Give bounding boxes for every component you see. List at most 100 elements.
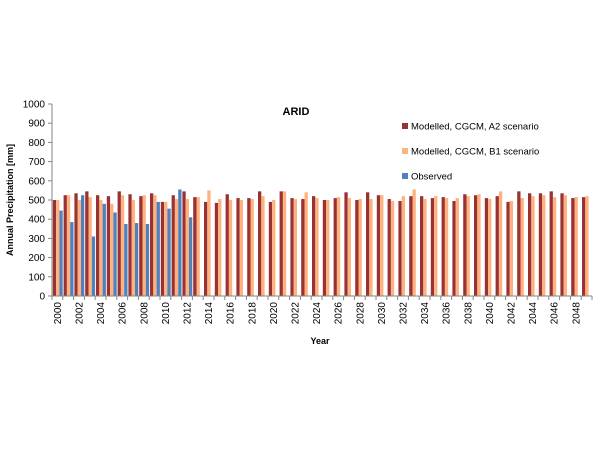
bar-a2: [96, 195, 100, 296]
bar-a2: [160, 201, 165, 296]
bar-a2: [484, 198, 489, 296]
bar-b1: [142, 195, 146, 296]
bar-observed: [81, 195, 85, 296]
bar-b1: [250, 199, 254, 296]
bar-a2: [452, 200, 456, 296]
bar-a2: [150, 193, 154, 296]
bar-observed: [135, 223, 139, 296]
bar-b1: [380, 195, 384, 296]
bar-observed: [189, 217, 193, 296]
bar-b1: [455, 198, 459, 296]
bar-a2: [247, 198, 251, 296]
bar-a2: [506, 201, 510, 296]
bar-b1: [77, 200, 81, 296]
bar-b1: [336, 197, 341, 296]
bar-b1: [369, 199, 373, 296]
bar-b1: [390, 200, 395, 296]
bar-b1: [304, 192, 308, 296]
bar-series: [52, 189, 589, 296]
bar-a2: [409, 196, 413, 296]
x-tick-label: 2030: [377, 302, 388, 325]
bar-b1: [153, 195, 157, 296]
bar-a2: [139, 196, 143, 296]
bar-observed: [59, 210, 63, 296]
bar-a2: [128, 194, 132, 296]
legend-swatch: [402, 173, 408, 179]
bar-a2: [74, 193, 78, 296]
x-tick-label: 2040: [485, 302, 496, 325]
x-tick-label: 2042: [507, 302, 518, 325]
bar-observed: [145, 224, 150, 296]
bar-b1: [164, 201, 168, 296]
x-tick-label: 2032: [399, 302, 410, 325]
bar-a2: [582, 197, 586, 296]
bar-a2: [182, 191, 186, 296]
x-tick-label: 2000: [53, 302, 64, 325]
bar-observed: [124, 224, 128, 296]
x-tick-label: 2024: [312, 302, 323, 325]
bar-b1: [585, 196, 589, 296]
x-tick-label: 2046: [550, 302, 561, 325]
bar-a2: [430, 198, 435, 296]
bar-b1: [218, 199, 222, 296]
bar-a2: [474, 195, 478, 296]
bar-b1: [293, 199, 297, 296]
x-tick-label: 2048: [571, 302, 582, 325]
bar-a2: [193, 197, 197, 296]
bar-a2: [312, 196, 316, 296]
bar-a2: [517, 191, 521, 296]
legend-label: Modelled, CGCM, A2 scenario: [411, 122, 539, 133]
bar-b1: [509, 200, 513, 296]
bar-a2: [538, 193, 543, 296]
bar-a2: [398, 200, 402, 296]
y-tick-label: 300: [28, 234, 45, 245]
chart-title: ARID: [283, 106, 310, 118]
bar-a2: [322, 200, 327, 296]
bar-b1: [66, 195, 71, 296]
bar-a2: [106, 196, 111, 296]
bar-a2: [333, 198, 337, 296]
bar-a2: [117, 191, 121, 296]
bar-a2: [214, 202, 219, 296]
bar-b1: [531, 196, 535, 296]
x-tick-label: 2012: [183, 302, 194, 325]
x-tick-label: 2008: [139, 302, 150, 325]
y-tick-label: 600: [28, 176, 45, 187]
x-tick-label: 2044: [528, 302, 539, 325]
bar-a2: [290, 198, 294, 296]
legend-label: Modelled, CGCM, B1 scenario: [411, 147, 539, 158]
bar-b1: [174, 199, 179, 296]
x-tick-label: 2016: [226, 302, 237, 325]
bar-b1: [466, 196, 470, 296]
x-tick-label: 2006: [118, 302, 129, 325]
bar-b1: [185, 199, 189, 296]
bar-b1: [120, 195, 125, 296]
legend-swatch: [402, 123, 408, 129]
bar-observed: [113, 212, 117, 296]
x-tick-label: 2004: [96, 302, 107, 325]
bar-a2: [528, 193, 532, 296]
bar-b1: [347, 198, 351, 296]
bar-b1: [239, 200, 243, 296]
bar-b1: [207, 190, 211, 296]
bar-b1: [228, 200, 233, 296]
bar-b1: [520, 198, 524, 296]
bar-a2: [236, 198, 240, 296]
bar-b1: [488, 199, 492, 296]
bar-b1: [574, 197, 578, 296]
bar-a2: [376, 195, 381, 296]
bar-a2: [420, 196, 424, 296]
y-tick-label: 1000: [23, 100, 46, 111]
bar-b1: [99, 200, 103, 296]
bar-b1: [88, 197, 92, 296]
y-tick-label: 800: [28, 138, 45, 149]
bar-b1: [542, 195, 546, 296]
bar-b1: [56, 200, 60, 296]
y-axis-title: Annual Precipitation [mm]: [5, 144, 15, 256]
bar-a2: [366, 192, 370, 296]
bar-observed: [156, 201, 160, 296]
y-axis-ticks: 0 100 200 300 400 500 600 700 800 900 1000: [23, 100, 52, 303]
bar-b1: [563, 195, 567, 296]
bar-a2: [85, 191, 89, 296]
bar-b1: [110, 203, 114, 296]
